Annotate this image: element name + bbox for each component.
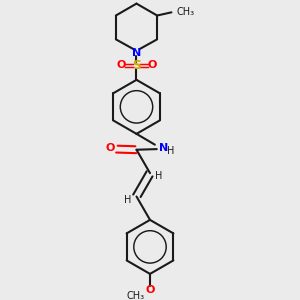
- Text: N: N: [159, 143, 168, 153]
- Text: O: O: [106, 143, 115, 154]
- Text: H: H: [155, 171, 163, 181]
- Text: H: H: [167, 146, 175, 156]
- Text: CH₃: CH₃: [127, 291, 145, 300]
- Text: H: H: [124, 195, 131, 205]
- Text: O: O: [145, 285, 155, 296]
- Text: O: O: [117, 60, 126, 70]
- Text: CH₃: CH₃: [176, 7, 194, 17]
- Text: N: N: [132, 48, 141, 58]
- Text: O: O: [147, 60, 156, 70]
- Text: S: S: [132, 59, 141, 72]
